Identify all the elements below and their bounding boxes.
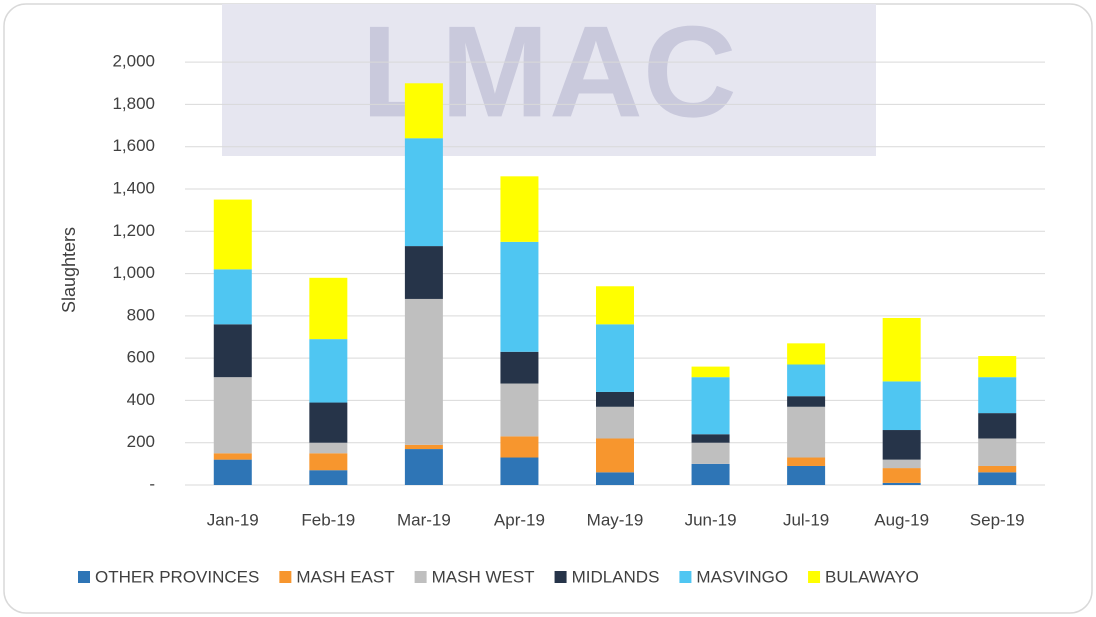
bar-segment [213, 269, 252, 325]
bar-segment [309, 442, 348, 454]
x-tick-label: Mar-19 [397, 510, 451, 529]
bar-segment [309, 402, 348, 443]
bar-segment [691, 442, 730, 464]
bar-segment [596, 438, 634, 473]
x-tick-label: Feb-19 [301, 510, 355, 529]
bar-segment [309, 453, 348, 471]
y-tick-label: 1,400 [112, 178, 155, 197]
bar-segment [309, 277, 348, 340]
x-tick-label: May-19 [587, 510, 644, 529]
bar-segment [309, 339, 348, 403]
legend-label: MASH EAST [296, 567, 394, 586]
bar-segment [787, 457, 826, 466]
y-tick-label: 1,800 [112, 94, 155, 113]
legend-label: BULAWAYO [825, 567, 919, 586]
bar-segment [787, 364, 826, 397]
bar-segment [309, 470, 348, 485]
bar-segment [691, 434, 730, 443]
x-tick-label: Jan-19 [207, 510, 259, 529]
y-tick-label: 200 [127, 432, 155, 451]
bar-segment [978, 413, 1017, 439]
bar-segment [596, 472, 634, 485]
bar-segment [596, 286, 634, 325]
bar-segment [882, 381, 921, 431]
bar-segment [978, 438, 1017, 466]
bar-segment [213, 377, 252, 454]
bar-segment [500, 351, 539, 384]
bar-segment [978, 377, 1017, 414]
bar-segment [691, 463, 730, 485]
legend-swatch [554, 571, 567, 583]
bar-segment [882, 430, 921, 460]
legend-label: MIDLANDS [572, 567, 660, 586]
y-tick-label: 1,000 [112, 263, 155, 282]
y-tick-label: - [149, 474, 155, 493]
legend-swatch [279, 571, 292, 583]
bar-segment [213, 324, 252, 378]
bar-segment [404, 83, 443, 139]
watermark-box [222, 4, 876, 156]
legend-swatch [414, 571, 427, 583]
bar-segment [404, 444, 443, 450]
y-tick-label: 1,600 [112, 136, 155, 155]
legend-swatch [808, 571, 821, 583]
bar-segment [882, 482, 921, 485]
y-tick-label: 1,200 [112, 221, 155, 240]
bar-segment [596, 406, 634, 439]
y-tick-label: 600 [127, 348, 155, 367]
y-tick-label: 800 [127, 305, 155, 324]
legend-label: OTHER PROVINCES [95, 567, 259, 586]
bar-segment [787, 396, 826, 407]
bar-segment [978, 465, 1017, 473]
bar-segment [596, 324, 634, 392]
x-tick-label: Jul-19 [783, 510, 829, 529]
bar-segment [213, 459, 252, 485]
bar-segment [691, 377, 730, 435]
bar-segment [787, 465, 826, 485]
bar-segment [978, 356, 1017, 378]
bar-segment [500, 241, 539, 352]
bar-segment [596, 391, 634, 407]
bar-segment [404, 138, 443, 247]
y-axis-label: Slaughters [59, 227, 79, 313]
bar-segment [882, 468, 921, 483]
legend-swatch [78, 571, 90, 583]
x-tick-label: Jun-19 [685, 510, 737, 529]
y-tick-label: 2,000 [112, 52, 155, 71]
legend-label: MASVINGO [696, 567, 788, 586]
x-tick-label: Aug-19 [874, 510, 929, 529]
x-tick-label: Apr-19 [494, 510, 545, 529]
bar-segment [500, 176, 539, 242]
bar-segment [978, 472, 1017, 485]
bar-segment [882, 459, 921, 469]
bar-segment [691, 366, 730, 378]
bar-segment [500, 383, 539, 437]
y-tick-label: 400 [127, 390, 155, 409]
bar-segment [787, 343, 826, 365]
bar-segment [404, 449, 443, 485]
bar-segment [500, 457, 539, 485]
legend-label: MASH WEST [432, 567, 535, 586]
legend-swatch [679, 571, 692, 583]
bar-segment [882, 317, 921, 382]
bar-segment [213, 453, 252, 460]
bar-segment [787, 406, 826, 458]
bar-segment [500, 436, 539, 458]
bar-segment [213, 199, 252, 270]
x-tick-label: Sep-19 [970, 510, 1025, 529]
bar-segment [404, 298, 443, 445]
bar-segment [404, 246, 443, 299]
